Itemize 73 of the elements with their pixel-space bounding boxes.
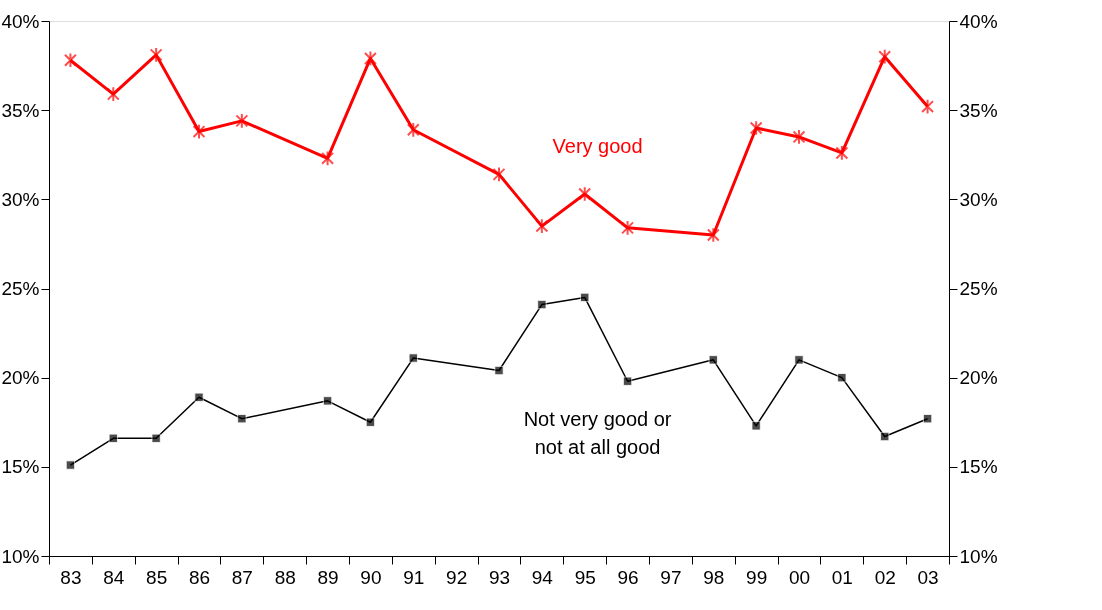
point <box>408 353 418 363</box>
point <box>835 145 849 161</box>
point <box>837 373 847 383</box>
y-tick-label: 25% <box>1 278 40 299</box>
point <box>622 376 633 386</box>
y2-tick-label: 40% <box>959 10 998 32</box>
point <box>492 166 506 183</box>
y-tick-label: 30% <box>1 188 40 210</box>
point <box>321 150 335 167</box>
point <box>794 355 804 365</box>
x-tick-label: 94 <box>531 566 554 588</box>
x-tick-label: 95 <box>574 566 596 588</box>
text: Very good <box>552 134 643 157</box>
point <box>365 417 376 427</box>
point <box>106 86 120 102</box>
point <box>149 47 163 63</box>
point <box>363 50 377 67</box>
x-tick-label: 93 <box>488 566 511 588</box>
point <box>578 186 592 202</box>
y2-tick-label: 25% <box>959 278 998 299</box>
point <box>706 227 720 243</box>
y-tick-label: 40% <box>1 10 40 32</box>
point <box>878 48 892 65</box>
y-tick-label: 20% <box>1 367 40 389</box>
point <box>535 218 549 234</box>
point <box>406 121 420 138</box>
y2-tick-label: 30% <box>959 188 998 210</box>
x-tick-label: 84 <box>103 566 125 588</box>
point <box>494 365 504 376</box>
y2-tick-label: 20% <box>959 367 998 389</box>
x-tick-label: 00 <box>788 566 811 588</box>
point <box>921 98 935 115</box>
x-tick-label: 91 <box>403 566 425 588</box>
y2-tick-label: 10% <box>959 545 998 567</box>
y-tick-label: 10% <box>1 545 40 567</box>
x-tick-label: 92 <box>446 566 468 588</box>
point <box>749 120 763 136</box>
point <box>922 414 933 424</box>
x-tick-label: 86 <box>188 566 211 588</box>
point <box>235 113 249 129</box>
x-tick-label: 85 <box>146 566 168 588</box>
x-tick-label: 83 <box>60 566 82 588</box>
point <box>151 433 161 443</box>
point <box>192 123 206 140</box>
x-tick-label: 97 <box>660 566 682 588</box>
point <box>322 396 333 406</box>
point <box>237 414 247 424</box>
x-tick-label: 88 <box>274 566 296 588</box>
point <box>880 431 890 442</box>
x-tick-label: 99 <box>746 566 768 588</box>
x-tick-label: 98 <box>703 566 725 588</box>
point <box>65 460 76 470</box>
point <box>194 392 204 402</box>
x-tick-label: 90 <box>360 566 382 588</box>
point <box>63 52 77 69</box>
x-tick-label: 96 <box>617 566 639 588</box>
x-tick-label: 03 <box>917 566 939 588</box>
y-tick-label: 35% <box>1 99 40 121</box>
series-label: Not very good or not at all good <box>523 407 672 458</box>
y2-tick-label: 15% <box>959 456 998 478</box>
point <box>621 220 635 236</box>
y2-tick-label: 35% <box>959 99 998 121</box>
x-tick-label: 02 <box>874 566 896 588</box>
point <box>708 355 718 365</box>
x-tick-label: 87 <box>231 566 253 588</box>
y-tick-label: 15% <box>1 456 40 478</box>
point <box>792 129 806 145</box>
point <box>580 292 590 302</box>
point <box>751 421 761 431</box>
point <box>108 433 118 443</box>
x-tick-label: 01 <box>831 566 853 588</box>
point <box>537 299 547 310</box>
x-tick-label: 89 <box>317 566 339 588</box>
